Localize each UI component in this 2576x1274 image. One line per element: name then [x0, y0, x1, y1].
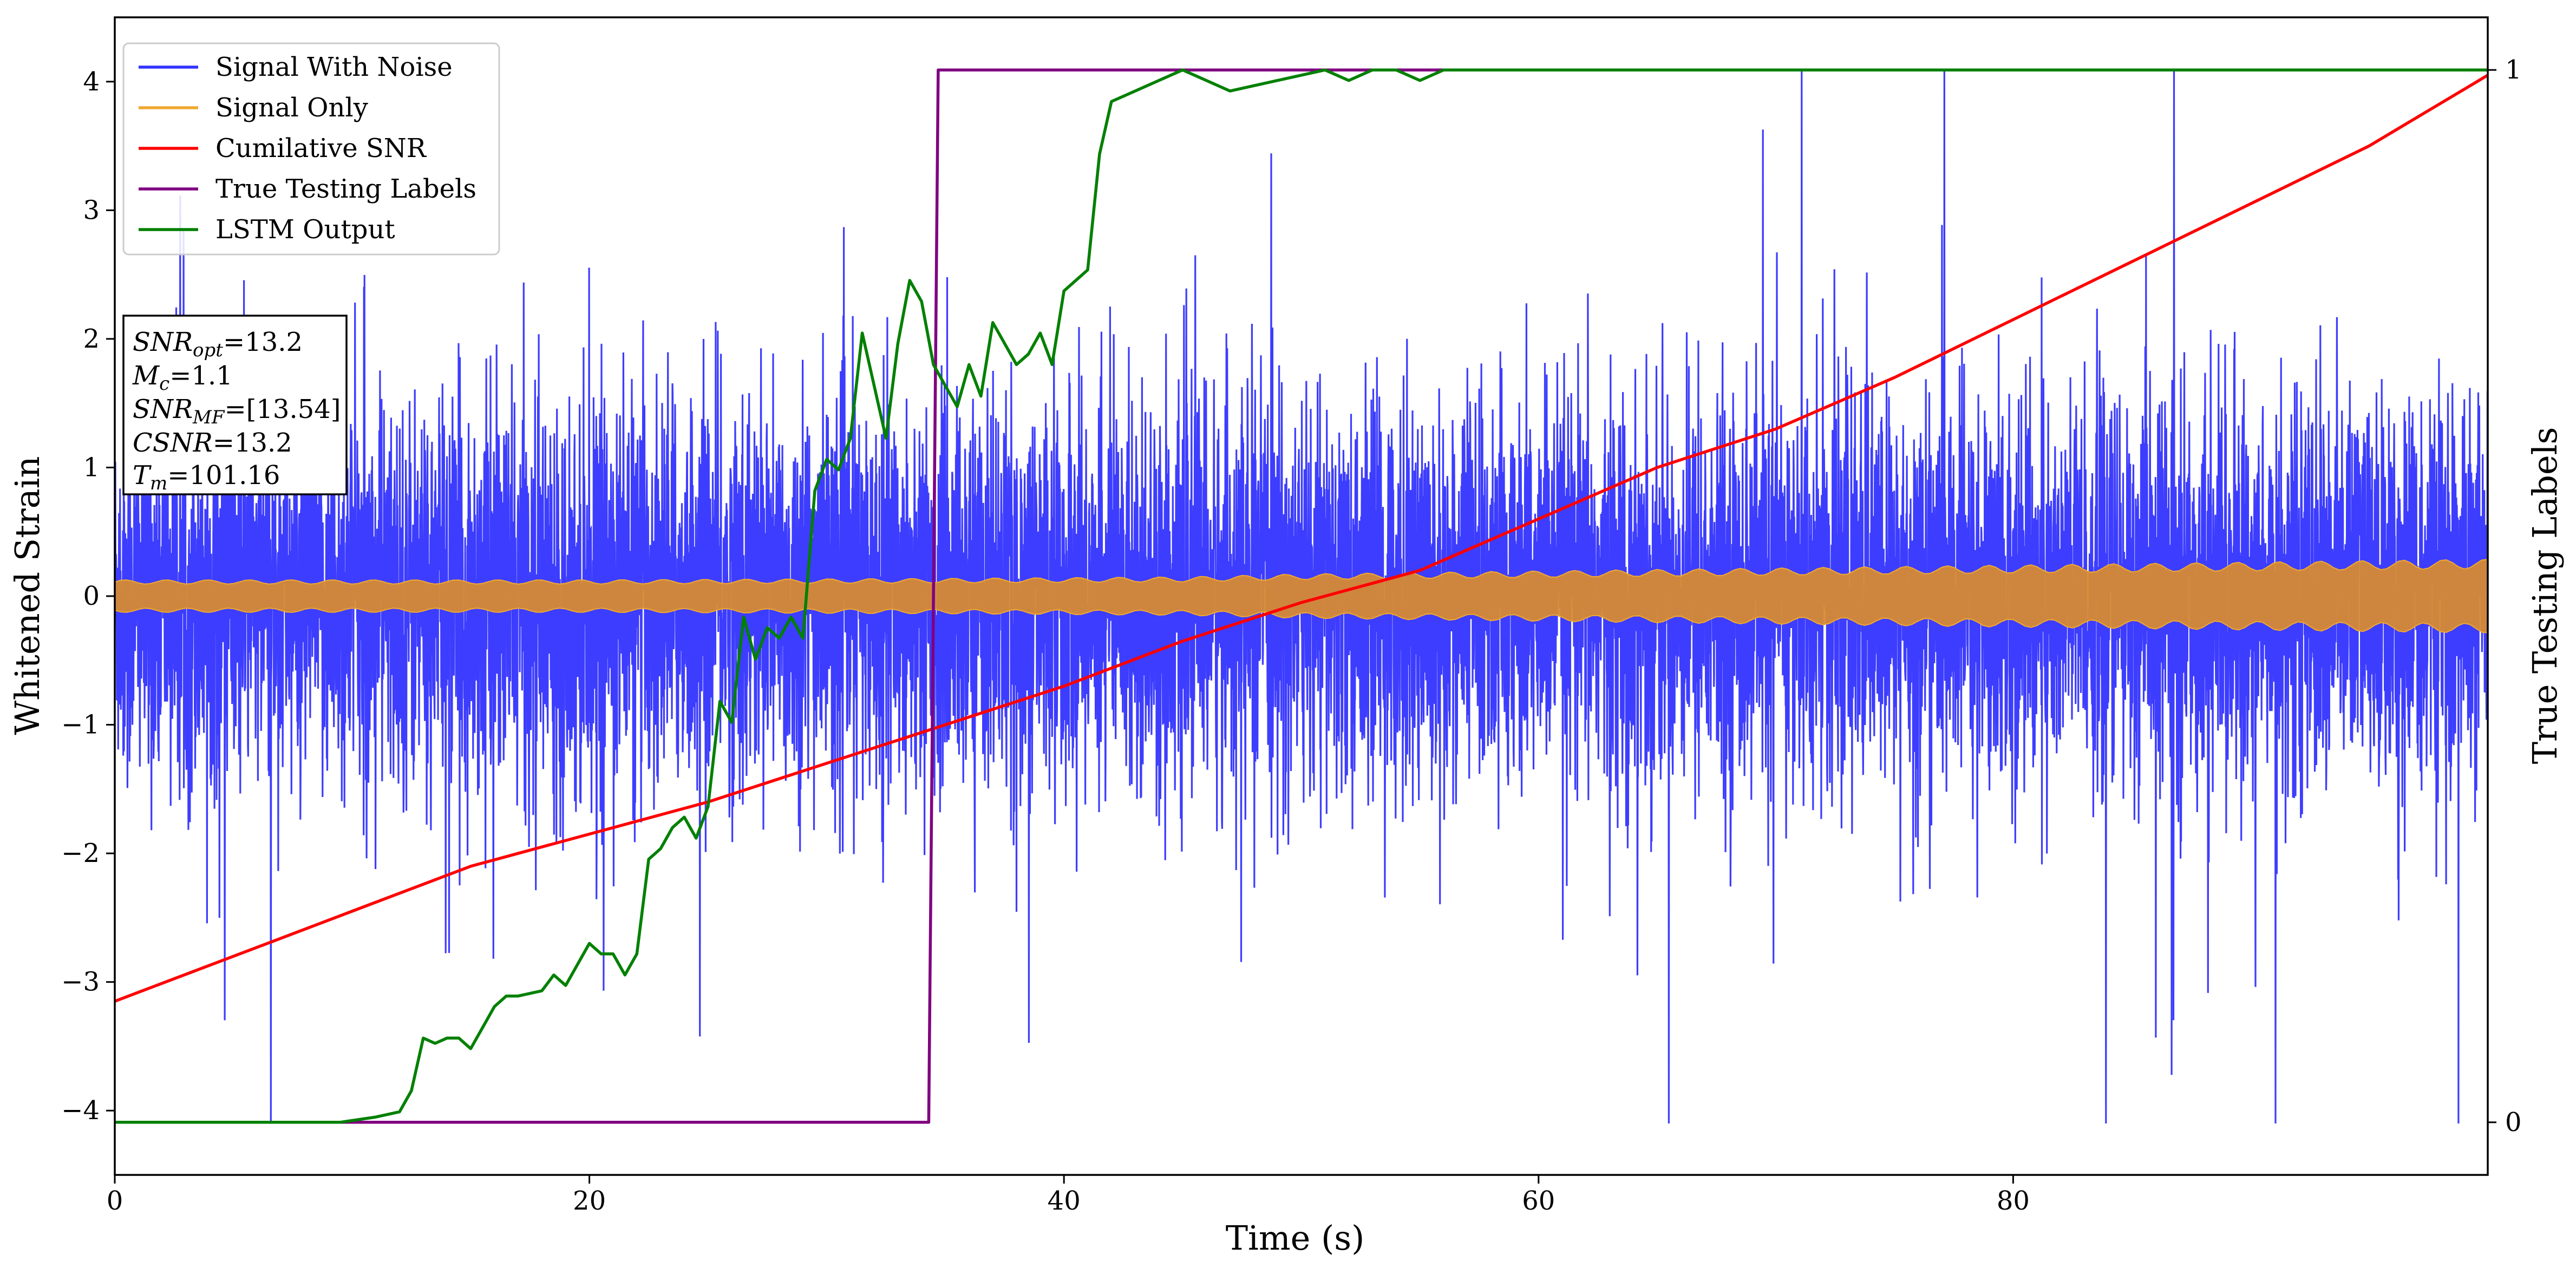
x-tick-label: 40	[1048, 1186, 1081, 1216]
x-tick-label: 60	[1522, 1186, 1555, 1216]
x-tick-label: 80	[1997, 1186, 2030, 1216]
legend-entry-label: Signal With Noise	[215, 52, 453, 82]
info-mc-sub: c	[159, 373, 169, 395]
legend-entry-label: Signal Only	[215, 93, 368, 123]
info-box-frame	[122, 315, 348, 495]
y-axis-label: Whitened Strain	[8, 456, 47, 735]
y-axis-left: −4 −3 −2 −1 0 1 2 3 4	[61, 67, 115, 1126]
lstm-output-line	[115, 68, 2488, 1124]
info-snr-mf: SNRMF=[13.54]	[133, 394, 341, 428]
y2-tick-label: 1	[2505, 55, 2522, 85]
info-snr-opt-sub: opt	[193, 339, 223, 361]
y-tick-label: 4	[83, 67, 100, 97]
info-csnr-main: CSNR	[133, 428, 213, 458]
x-axis: 0 20 40 60 80	[107, 1175, 2030, 1216]
plot-area	[115, 68, 2488, 1124]
legend-entry-label: True Testing Labels	[215, 174, 476, 204]
x-tick-label: 0	[107, 1186, 123, 1216]
y2-tick-label: 0	[2505, 1107, 2522, 1138]
info-mc-main: M	[132, 361, 160, 391]
info-tm-value: =101.16	[167, 460, 280, 491]
info-box: SNRopt=13.2 Mc=1.1 SNRMF=[13.54] CSNR=13…	[122, 315, 348, 495]
legend-entry-label: Cumilative SNR	[215, 133, 427, 164]
info-tm-main: T	[133, 460, 152, 491]
info-snr-opt-main: SNR	[133, 327, 193, 357]
info-csnr-value: =13.2	[213, 428, 292, 458]
y2-axis-label: True Testing Labels	[2525, 427, 2565, 765]
legend-entry-label: LSTM Output	[215, 214, 395, 245]
info-mc-value: =1.1	[169, 361, 233, 391]
info-mc: Mc=1.1	[132, 361, 233, 395]
y-tick-label: 1	[83, 452, 100, 482]
signal-only-band	[115, 559, 2488, 633]
y-tick-label: −4	[61, 1095, 100, 1126]
y-axis-right: 01	[2488, 55, 2522, 1138]
info-snr-opt-value: =13.2	[223, 327, 303, 357]
x-tick-label: 20	[573, 1186, 606, 1216]
legend: Signal With Noise Signal Only Cumilative S…	[122, 42, 500, 256]
cumulative-snr-series	[115, 74, 2488, 1003]
y-tick-label: −3	[61, 967, 100, 997]
cumulative-snr-line	[115, 74, 2488, 1003]
legend-box	[122, 42, 500, 256]
x-axis-label: Time (s)	[1226, 1218, 1365, 1258]
y-tick-label: 3	[83, 195, 100, 225]
y-tick-label: −2	[61, 838, 100, 868]
info-csnr: CSNR=13.2	[133, 428, 292, 458]
info-snr-mf-value: =[13.54]	[224, 394, 341, 424]
info-tm-sub: m	[150, 473, 167, 494]
y-tick-label: −1	[61, 710, 100, 740]
signal-only-series	[115, 559, 2488, 633]
y-tick-label: 0	[83, 581, 100, 611]
info-snr-opt: SNRopt=13.2	[133, 327, 303, 361]
info-snr-mf-sub: MF	[192, 407, 225, 428]
info-tm: Tm=101.16	[133, 460, 280, 494]
info-snr-mf-main: SNR	[133, 394, 193, 424]
y-tick-label: 2	[83, 324, 100, 354]
lstm-output-series	[115, 68, 2488, 1124]
